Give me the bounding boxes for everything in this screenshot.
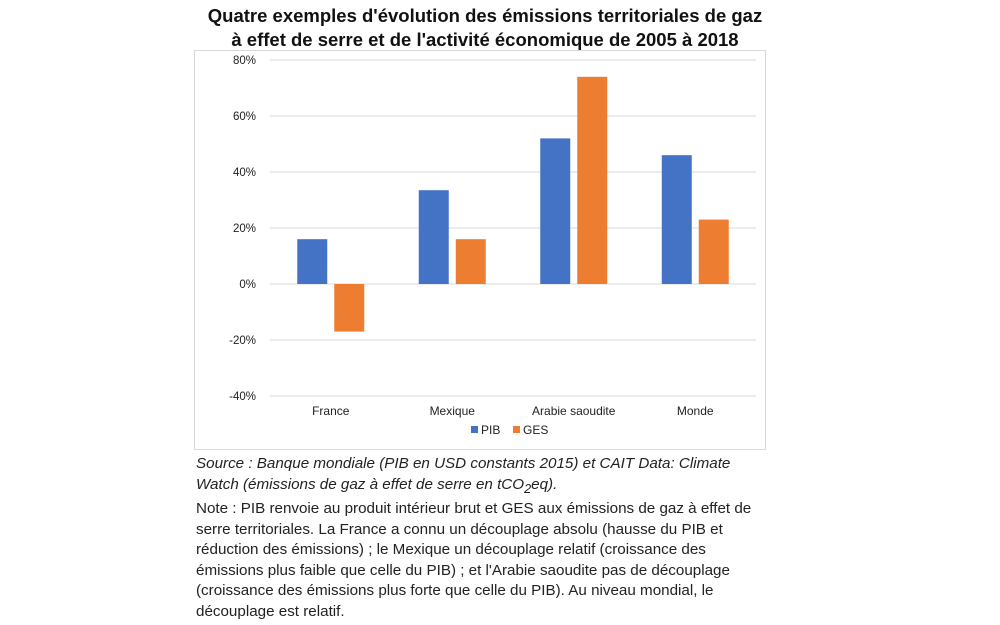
category-label: Mexique: [430, 404, 476, 418]
bar-pib-france: [297, 239, 328, 284]
gridlines: [270, 59, 756, 397]
chart-title-line-2: à effet de serre et de l'activité économ…: [231, 29, 739, 50]
y-tick-label: 80%: [233, 55, 256, 67]
y-tick-label: 60%: [233, 111, 256, 123]
legend-swatch-ges: [513, 426, 520, 433]
category-label: Monde: [677, 404, 714, 418]
y-axis: -40% -20% 0% 20% 40% 60% 80%: [229, 55, 256, 403]
y-tick-label: 0%: [239, 279, 256, 291]
legend-swatch-pib: [471, 426, 478, 433]
chart-title-line-1: Quatre exemples d'évolution des émission…: [207, 5, 763, 26]
source-text-subscript: 2: [524, 481, 532, 496]
bar-chart: -40% -20% 0% 20% 40% 60% 80% France Mexique Arab…: [194, 50, 766, 450]
bar-ges-france: [334, 284, 365, 332]
bar-pib-mexique: [418, 190, 449, 284]
bar-ges-mexique: [455, 239, 486, 284]
y-tick-label: 20%: [233, 223, 256, 235]
footnote: Source : Banque mondiale (PIB en USD con…: [196, 454, 776, 622]
bar-pib-monde: [661, 155, 692, 284]
source-text-end: eq).: [531, 475, 558, 493]
y-tick-label: 40%: [233, 167, 256, 179]
bars: [297, 76, 729, 332]
category-label: France: [312, 404, 350, 418]
source-text-main: Source : Banque mondiale (PIB en USD con…: [196, 455, 731, 493]
legend-label-ges: GES: [523, 423, 548, 437]
y-tick-label: -20%: [229, 335, 256, 347]
bar-ges-arabie-saoudite: [577, 76, 608, 284]
x-axis: France Mexique Arabie saoudite Monde: [312, 404, 714, 418]
bar-pib-arabie-saoudite: [540, 138, 571, 284]
category-label: Arabie saoudite: [532, 404, 616, 418]
chart-title: Quatre exemples d'évolution des émission…: [190, 4, 780, 52]
bar-ges-monde: [698, 219, 729, 284]
note-text: Note : PIB renvoie au produit intérieur …: [196, 500, 752, 620]
legend: PIB GES: [471, 423, 548, 437]
legend-label-pib: PIB: [481, 423, 500, 437]
y-tick-label: -40%: [229, 391, 256, 403]
source-text: Source : Banque mondiale (PIB en USD con…: [196, 454, 776, 499]
